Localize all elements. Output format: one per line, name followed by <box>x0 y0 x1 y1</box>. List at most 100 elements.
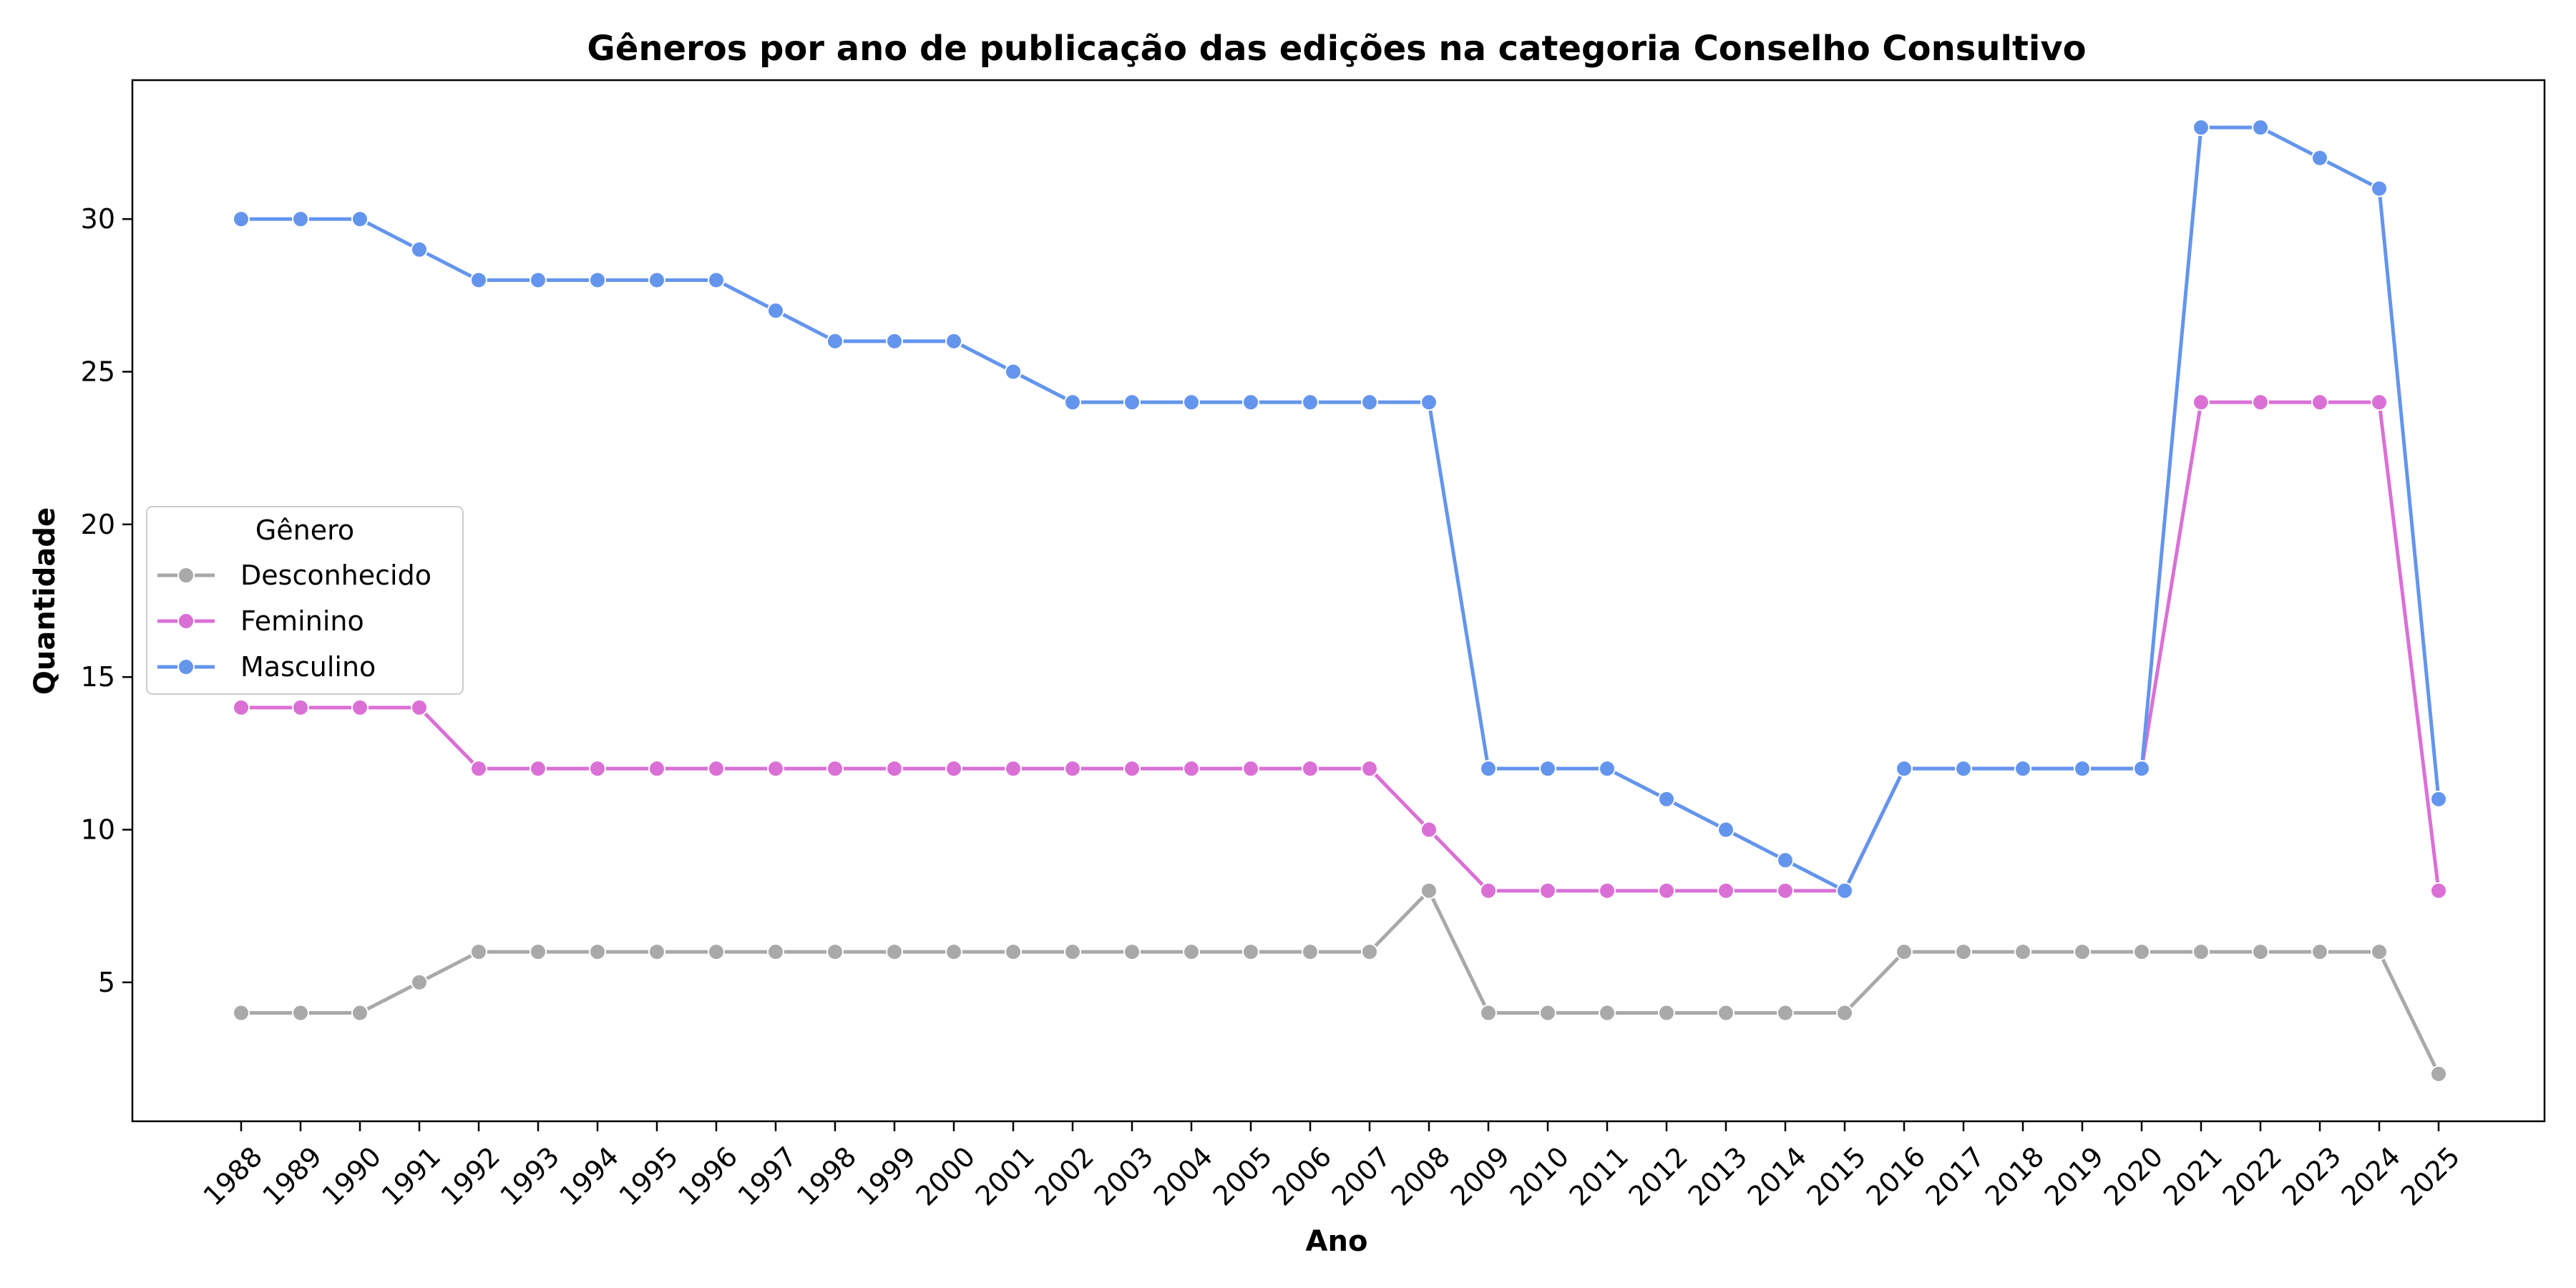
x-tick-label: 1999 <box>851 1141 922 1212</box>
data-point-masculino <box>2133 760 2150 778</box>
data-point-desconhecido <box>2430 1065 2447 1083</box>
chart-title: Gêneros por ano de publicação das ediçõe… <box>587 29 2086 69</box>
y-tick-label: 20 <box>81 509 115 540</box>
series-line-feminino <box>241 400 2441 893</box>
data-point-feminino <box>1242 760 1259 778</box>
x-tick-label: 1995 <box>613 1141 685 1212</box>
x-tick-label: 2014 <box>1742 1141 1813 1212</box>
data-point-desconhecido <box>233 1004 250 1022</box>
legend-marker <box>177 613 195 630</box>
x-tick-label: 2021 <box>2157 1141 2229 1212</box>
data-point-desconhecido <box>1777 1004 1794 1022</box>
x-tick-label: 2002 <box>1029 1141 1101 1212</box>
data-point-masculino <box>1302 394 1319 411</box>
y-axis-label: Quantidade <box>29 507 62 695</box>
data-point-masculino <box>1361 394 1378 411</box>
data-point-feminino <box>2311 394 2328 411</box>
x-tick-label: 2016 <box>1860 1141 1932 1212</box>
data-point-desconhecido <box>2311 943 2328 961</box>
data-point-masculino <box>945 332 962 350</box>
data-point-desconhecido <box>2252 943 2269 961</box>
legend-item-desconhecido: Desconhecido <box>157 560 431 591</box>
data-point-desconhecido <box>648 943 665 961</box>
x-tick-label: 1997 <box>732 1141 804 1212</box>
data-point-masculino <box>2311 149 2328 167</box>
x-tick-label: 2013 <box>1682 1141 1754 1212</box>
data-point-masculino <box>1717 821 1735 839</box>
data-point-masculino <box>708 271 725 289</box>
x-tick-label: 2005 <box>1207 1141 1279 1212</box>
legend-label: Masculino <box>240 651 376 683</box>
legend-marker <box>177 567 195 584</box>
data-point-masculino <box>2430 790 2447 808</box>
data-point-feminino <box>530 760 547 778</box>
data-point-feminino <box>1480 882 1497 899</box>
data-point-masculino <box>648 271 665 289</box>
data-point-feminino <box>2371 394 2388 411</box>
y-axis: 5 10 15 20 25 30 <box>81 203 132 998</box>
series-lines <box>241 125 2441 1075</box>
data-point-masculino <box>1539 760 1556 778</box>
data-point-masculino <box>2014 760 2031 778</box>
x-tick-label: 2009 <box>1445 1141 1516 1212</box>
data-point-masculino <box>1836 882 1853 899</box>
data-point-masculino <box>1064 394 1081 411</box>
data-point-feminino <box>1420 821 1438 839</box>
data-point-masculino <box>530 271 547 289</box>
x-tick-label: 2007 <box>1326 1141 1397 1212</box>
data-point-masculino <box>2371 180 2388 197</box>
data-point-masculino <box>1420 394 1438 411</box>
data-point-feminino <box>470 760 487 778</box>
series-line-desconhecido <box>241 889 2441 1075</box>
data-point-desconhecido <box>708 943 725 961</box>
x-tick-label: 2000 <box>910 1141 982 1212</box>
data-point-feminino <box>1123 760 1141 778</box>
data-point-desconhecido <box>826 943 844 961</box>
data-point-masculino <box>1955 760 1972 778</box>
data-point-feminino <box>1005 760 1022 778</box>
data-point-desconhecido <box>530 943 547 961</box>
data-point-desconhecido <box>767 943 784 961</box>
data-point-feminino <box>1064 760 1081 778</box>
data-point-masculino <box>411 240 428 258</box>
x-tick-label: 2008 <box>1385 1141 1457 1212</box>
data-point-desconhecido <box>1005 943 1022 961</box>
data-point-masculino <box>233 210 250 228</box>
y-tick-label: 25 <box>81 356 115 387</box>
series-markers <box>233 119 2447 1083</box>
x-tick-label: 2018 <box>1979 1141 2051 1212</box>
data-point-masculino <box>1658 790 1675 808</box>
data-point-feminino <box>589 760 606 778</box>
y-tick-label: 30 <box>81 203 115 235</box>
data-point-feminino <box>351 698 369 716</box>
x-tick-label: 1993 <box>494 1141 566 1212</box>
data-point-masculino <box>470 271 487 289</box>
data-point-desconhecido <box>1361 943 1378 961</box>
x-tick-label: 1994 <box>554 1141 625 1212</box>
data-point-desconhecido <box>351 1004 369 1022</box>
x-tick-label: 1996 <box>673 1141 744 1212</box>
data-point-masculino <box>292 210 309 228</box>
data-point-feminino <box>1658 882 1675 899</box>
x-tick-label: 2023 <box>2276 1141 2348 1212</box>
data-point-desconhecido <box>470 943 487 961</box>
x-tick-label: 2011 <box>1563 1141 1635 1212</box>
x-tick-label: 1991 <box>376 1141 447 1212</box>
x-tick-label: 2025 <box>2395 1141 2467 1212</box>
y-tick-label: 10 <box>81 814 115 846</box>
data-point-desconhecido <box>1242 943 1259 961</box>
y-tick-label: 15 <box>81 661 115 693</box>
data-point-desconhecido <box>1183 943 1200 961</box>
data-point-feminino <box>945 760 962 778</box>
x-tick-label: 2010 <box>1504 1141 1576 1212</box>
legend: Gênero Desconhecido Feminino Masculino <box>146 506 464 695</box>
data-point-feminino <box>1717 882 1735 899</box>
data-point-desconhecido <box>1599 1004 1616 1022</box>
x-tick-label: 2019 <box>2039 1141 2110 1212</box>
data-point-masculino <box>1005 363 1022 381</box>
data-point-feminino <box>292 698 309 716</box>
data-point-masculino <box>1777 852 1794 869</box>
x-tick-label: 2015 <box>1801 1141 1873 1212</box>
data-point-feminino <box>233 698 250 716</box>
data-point-masculino <box>351 210 369 228</box>
